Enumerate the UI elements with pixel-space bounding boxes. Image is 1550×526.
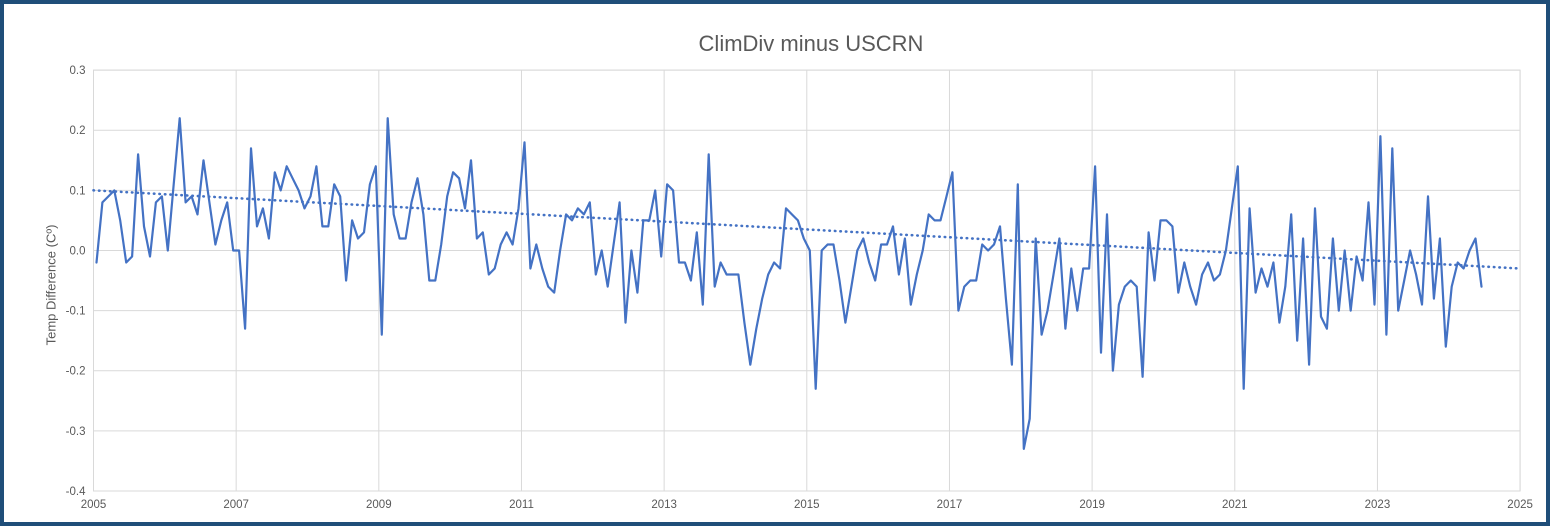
x-tick-label: 2013: [651, 499, 677, 511]
y-tick-label: 0.1: [70, 185, 86, 197]
x-tick-label: 2025: [1507, 499, 1533, 511]
y-tick-label: -0.4: [66, 486, 86, 498]
y-tick-label: -0.2: [66, 366, 86, 378]
y-tick-label: 0.2: [70, 125, 86, 137]
x-tick-label: 2023: [1365, 499, 1391, 511]
x-tick-label: 2021: [1222, 499, 1248, 511]
x-tick-label: 2005: [81, 499, 107, 511]
y-tick-label: 0.3: [70, 65, 86, 77]
chart-title: ClimDiv minus USCRN: [698, 31, 924, 56]
data-series-line: [95, 117, 1483, 450]
x-tick-label: 2017: [937, 499, 963, 511]
y-tick-label: -0.1: [66, 306, 86, 318]
x-tick-label: 2007: [223, 499, 249, 511]
x-tick-label: 2019: [1079, 499, 1105, 511]
y-tick-label: -0.3: [66, 426, 86, 438]
y-tick-label: 0.0: [70, 245, 86, 257]
x-tick-label: 2011: [509, 499, 534, 511]
x-tick-label: 2009: [366, 499, 392, 511]
plot-border: [93, 69, 1521, 492]
x-tick-label: 2015: [794, 499, 820, 511]
